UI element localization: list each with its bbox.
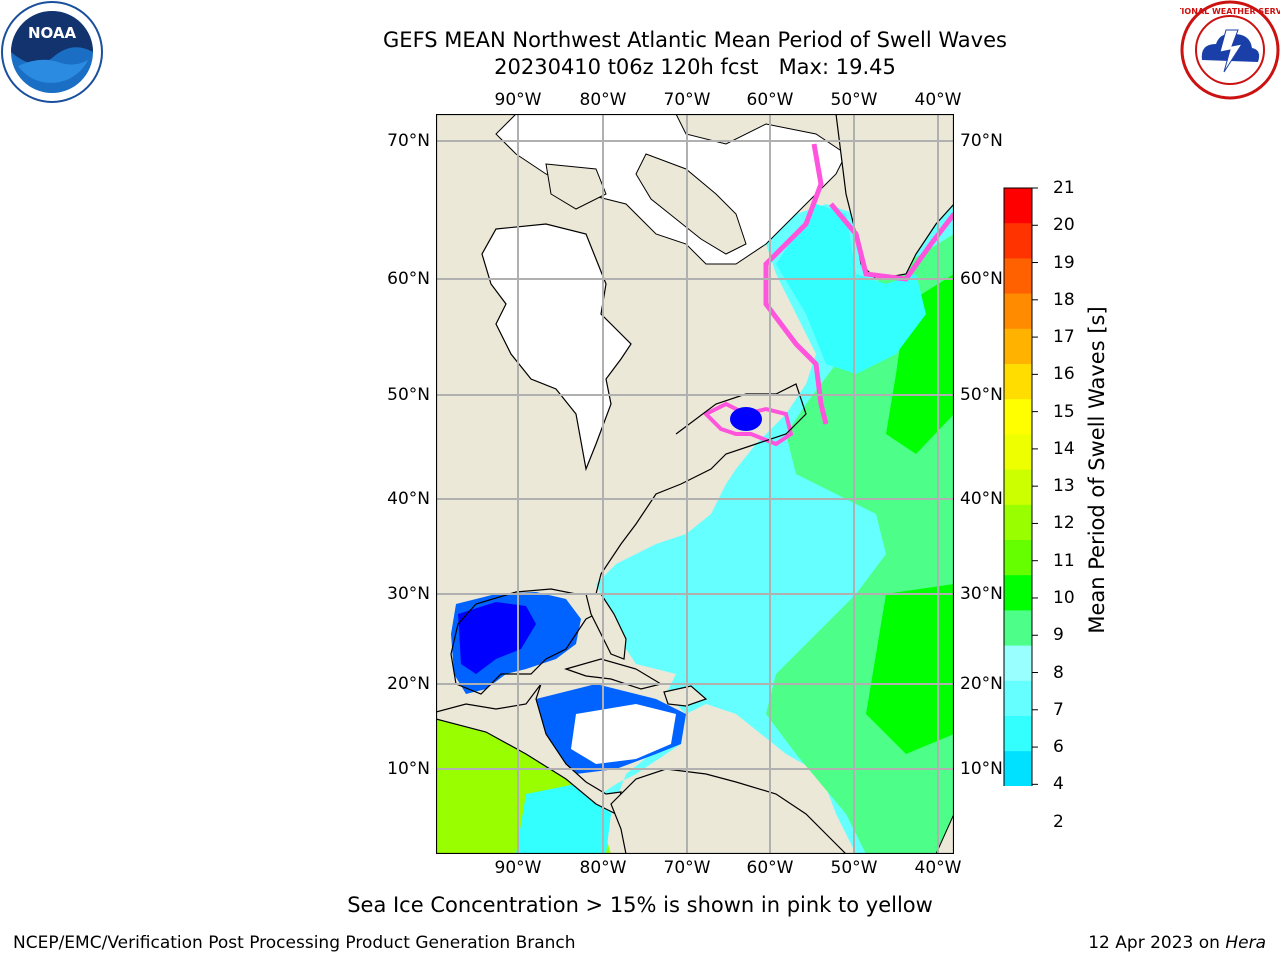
south-america: [610, 768, 847, 854]
lon-label-bottom-70w: 70°W: [663, 858, 711, 878]
cuba: [564, 658, 663, 690]
lat-label-left-20n: 20°N: [387, 674, 430, 694]
colorbar-tick-label: 15: [1053, 401, 1075, 422]
colorbar-segment: [1004, 223, 1032, 259]
sea-ice-caption: Sea Ice Concentration > 15% is shown in …: [0, 892, 1280, 918]
florida: [585, 593, 627, 660]
map-gridlines: [436, 114, 954, 854]
footer-date-text: 12 Apr 2023 on: [1088, 933, 1226, 953]
lat-label-left-70n: 70°N: [387, 131, 430, 151]
colorbar-tick-label: 14: [1053, 438, 1075, 459]
footer-credit: NCEP/EMC/Verification Post Processing Pr…: [13, 933, 576, 953]
colorbar-tick-label: 18: [1053, 289, 1075, 310]
chart-title: GEFS MEAN Northwest Atlantic Mean Period…: [383, 28, 1007, 52]
chart-subtitle: 20230410 t06z 120h fcst Max: 19.45: [494, 55, 896, 79]
colorbar-frame: [1003, 187, 1033, 786]
sea-ice-edge-greenland: [829, 202, 954, 282]
lon-label-bottom-90w: 90°W: [494, 858, 542, 878]
ocean-labrador-sea: [776, 204, 926, 374]
arctic-island: [545, 163, 607, 210]
lat-label-right-30n: 30°N: [960, 584, 1003, 604]
sea-ice-caption-text: Sea Ice Concentration > 15% is shown in …: [347, 893, 933, 917]
nws-logo: NATIONAL WEATHER SERVICE: [1180, 0, 1280, 100]
ocean-bright-green-patch-2: [866, 584, 954, 754]
colorbar-tick-label: 6: [1053, 737, 1064, 758]
lon-label-bottom-50w: 50°W: [830, 858, 878, 878]
central-america: [436, 683, 622, 815]
lon-label-top-80w: 80°W: [579, 90, 627, 110]
colorbar-tick-label: 13: [1053, 476, 1075, 497]
colorbar-segment: [1004, 504, 1032, 541]
colorbar-tick-label: 7: [1053, 699, 1064, 720]
footer-date: 12 Apr 2023 on Hera: [1088, 932, 1266, 954]
colorbar-tick-label: 12: [1053, 513, 1075, 534]
hudson-bay: [481, 223, 632, 472]
colorbar-tick-label: 16: [1053, 364, 1075, 385]
colorbar-segment: [1004, 645, 1032, 682]
colorbar-tick-label: 4: [1053, 774, 1064, 795]
lat-label-right-70n: 70°N: [960, 131, 1003, 151]
lat-label-right-10n: 10°N: [960, 759, 1003, 779]
colorbar-label: Mean Period of Swell Waves [s]: [1085, 306, 1109, 634]
coastline-north-america: [450, 383, 807, 695]
colorbar: [1003, 187, 1038, 786]
colorbar-segment: [1004, 575, 1032, 611]
sea-ice-edge: [763, 143, 829, 425]
lat-label-left-30n: 30°N: [387, 584, 430, 604]
colorbar-segment: [1004, 328, 1032, 365]
colorbar-segment: [1004, 399, 1032, 435]
colorbar-segment: [1004, 258, 1032, 295]
colorbar-tick-label: 21: [1053, 178, 1075, 198]
colorbar-tick-label: 17: [1053, 327, 1075, 348]
lon-label-top-50w: 50°W: [830, 90, 878, 110]
lat-label-right-60n: 60°N: [960, 269, 1003, 289]
colorbar-segment: [1004, 293, 1032, 330]
colorbar-tick-label: 2: [1053, 811, 1064, 832]
lat-label-left-60n: 60°N: [387, 269, 430, 289]
colorbar-segment: [1004, 751, 1032, 786]
colorbar-tick-label: 20: [1053, 215, 1075, 236]
lon-label-bottom-80w: 80°W: [579, 858, 627, 878]
colorbar-segment: [1004, 680, 1032, 717]
map-frame: [436, 114, 954, 854]
noaa-logo-text: NOAA: [28, 24, 77, 42]
lat-label-left-50n: 50°N: [387, 385, 430, 405]
colorbar-tick-label: 19: [1053, 252, 1075, 273]
colorbar-tick-label: 10: [1053, 587, 1075, 608]
colorbar-segment: [1004, 716, 1032, 752]
colorbar-segment: [1004, 469, 1032, 506]
lat-label-right-50n: 50°N: [960, 385, 1003, 405]
baffin-island: [635, 153, 747, 255]
colorbar-segment: [1004, 540, 1032, 576]
nws-logo-text: NATIONAL WEATHER SERVICE: [1180, 7, 1280, 16]
lon-label-bottom-60w: 60°W: [746, 858, 794, 878]
ocean-pacific-cyan: [516, 784, 611, 854]
lat-label-right-20n: 20°N: [960, 674, 1003, 694]
colorbar-tick-label: 8: [1053, 662, 1064, 683]
lon-label-top-40w: 40°W: [914, 90, 962, 110]
colorbar-tick-label: 9: [1053, 625, 1064, 646]
lat-label-right-40n: 40°N: [960, 489, 1003, 509]
noaa-logo: NOAA: [1, 1, 103, 103]
ocean-gulf-deep-blue: [458, 602, 536, 674]
lon-label-bottom-40w: 40°W: [914, 858, 962, 878]
map-panel: [436, 114, 954, 854]
colorbar-segment: [1004, 610, 1032, 647]
lon-label-top-60w: 60°W: [746, 90, 794, 110]
colorbar-segment: [1004, 188, 1032, 224]
lon-label-top-90w: 90°W: [494, 90, 542, 110]
lat-label-left-10n: 10°N: [387, 759, 430, 779]
caribbean-missing-data: [571, 704, 676, 764]
africa: [935, 813, 954, 854]
colorbar-tick-label: 11: [1053, 550, 1075, 571]
gulf-stlawrence-blue: [730, 407, 762, 431]
lat-label-left-40n: 40°N: [387, 489, 430, 509]
footer-machine: Hera: [1225, 933, 1266, 953]
lon-label-top-70w: 70°W: [663, 90, 711, 110]
colorbar-segment: [1004, 434, 1032, 471]
colorbar-segment: [1004, 364, 1032, 400]
